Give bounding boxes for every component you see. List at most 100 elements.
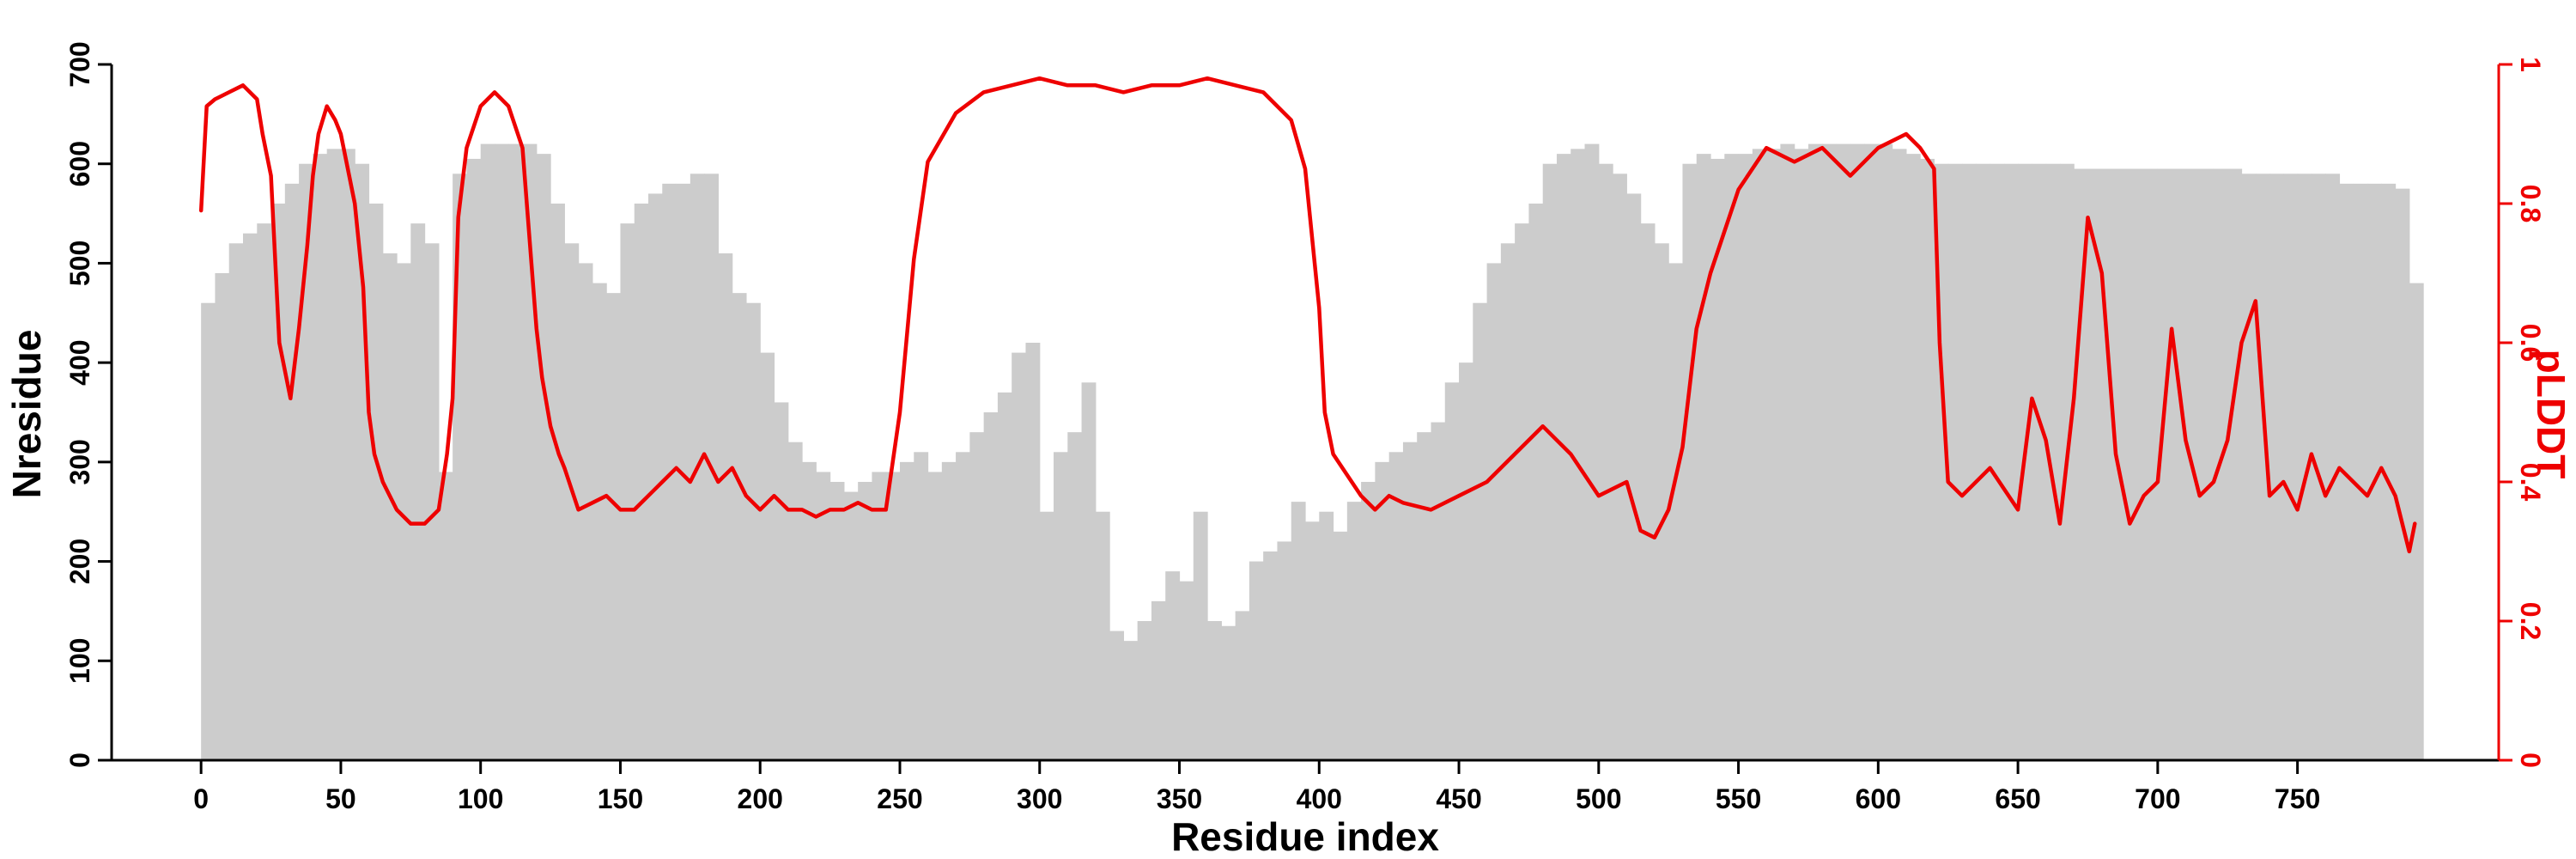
x-tick-label: 600 <box>1856 783 1901 814</box>
bar <box>2172 168 2187 760</box>
y-tick-label: 700 <box>64 41 95 87</box>
bar <box>299 163 313 760</box>
y2-tick-label: 0.2 <box>2515 602 2546 640</box>
bar <box>2101 168 2117 760</box>
bar <box>424 243 440 760</box>
bar <box>1836 143 1851 761</box>
bar <box>1556 154 1571 761</box>
x-tick-label: 550 <box>1716 783 1761 814</box>
y-tick-label: 100 <box>64 638 95 684</box>
bar <box>1305 521 1320 760</box>
bar <box>1109 631 1125 760</box>
x-tick-label: 450 <box>1436 783 1481 814</box>
bar <box>1361 482 1376 760</box>
bar <box>355 163 370 760</box>
bar <box>228 243 244 760</box>
bar <box>997 392 1012 760</box>
bar <box>2143 168 2159 760</box>
bar <box>648 193 663 760</box>
x-tick-label: 150 <box>598 783 643 814</box>
bar <box>2032 163 2047 760</box>
y-tick-label: 400 <box>64 339 95 385</box>
bar <box>1976 163 1991 760</box>
bar <box>2157 168 2172 760</box>
bar <box>313 154 328 761</box>
bar <box>1431 422 1446 760</box>
x-tick-label: 250 <box>877 783 922 814</box>
bar <box>1864 143 1879 761</box>
bar <box>1780 143 1795 761</box>
bar <box>242 233 258 760</box>
bar <box>745 302 761 760</box>
bar <box>2395 188 2410 761</box>
bar <box>1417 432 1432 760</box>
bar <box>1905 154 1921 761</box>
bar <box>2087 168 2103 760</box>
bar <box>1346 502 1362 760</box>
bar <box>676 183 691 760</box>
bar <box>2129 168 2145 760</box>
bar <box>1207 621 1222 760</box>
x-tick-label: 750 <box>2275 783 2320 814</box>
bar <box>1571 149 1586 760</box>
bar <box>1459 362 1473 760</box>
y-tick-label: 200 <box>64 539 95 584</box>
y-tick-label: 300 <box>64 439 95 484</box>
bar <box>397 263 411 760</box>
bar <box>662 183 677 760</box>
bar-series-nresidue <box>201 143 2424 761</box>
bar <box>2227 168 2243 760</box>
bar <box>620 223 635 761</box>
bar <box>1878 143 1893 761</box>
bar <box>983 412 999 760</box>
bar <box>1654 243 1669 760</box>
bar <box>1137 621 1152 760</box>
bar <box>494 143 509 761</box>
x-tick-label: 0 <box>193 783 209 814</box>
bar <box>1319 511 1334 760</box>
bar <box>2116 168 2130 760</box>
bar <box>368 204 384 760</box>
bar <box>410 223 426 761</box>
bar <box>1039 511 1054 760</box>
y-axis-title: Nresidue <box>4 330 49 499</box>
bar <box>843 491 859 760</box>
bar <box>956 452 970 760</box>
bar <box>2409 283 2424 761</box>
bar <box>1081 382 1097 760</box>
bar <box>2367 183 2382 760</box>
bar <box>1067 432 1083 760</box>
bar <box>382 253 398 760</box>
bar <box>2381 183 2397 760</box>
y2-tick-label: 1 <box>2515 57 2546 72</box>
x-tick-label: 300 <box>1017 783 1062 814</box>
bar <box>2074 168 2089 760</box>
bar <box>732 293 747 761</box>
bar <box>634 204 649 760</box>
bar <box>2297 174 2312 761</box>
bar <box>201 302 216 760</box>
x-tick-label: 400 <box>1297 783 1342 814</box>
bar <box>1263 551 1279 760</box>
bar <box>1598 163 1613 760</box>
y2-tick-label: 0.8 <box>2515 185 2546 222</box>
bar <box>1668 263 1684 760</box>
bar <box>1500 243 1516 760</box>
x-tick-label: 650 <box>1995 783 2040 814</box>
bar <box>2199 168 2215 760</box>
bar <box>270 204 286 760</box>
bar <box>453 174 468 761</box>
bar <box>1277 541 1292 760</box>
bar <box>774 402 789 760</box>
bar <box>2353 183 2368 760</box>
bar <box>1333 531 1348 760</box>
bar <box>1892 149 1907 760</box>
bar <box>1528 204 1544 760</box>
bar <box>1626 193 1642 760</box>
bar <box>1054 452 1068 760</box>
bar <box>1584 143 1600 761</box>
bar <box>829 482 845 760</box>
bar <box>536 154 551 761</box>
bar <box>1291 502 1306 760</box>
x-tick-label: 200 <box>738 783 783 814</box>
